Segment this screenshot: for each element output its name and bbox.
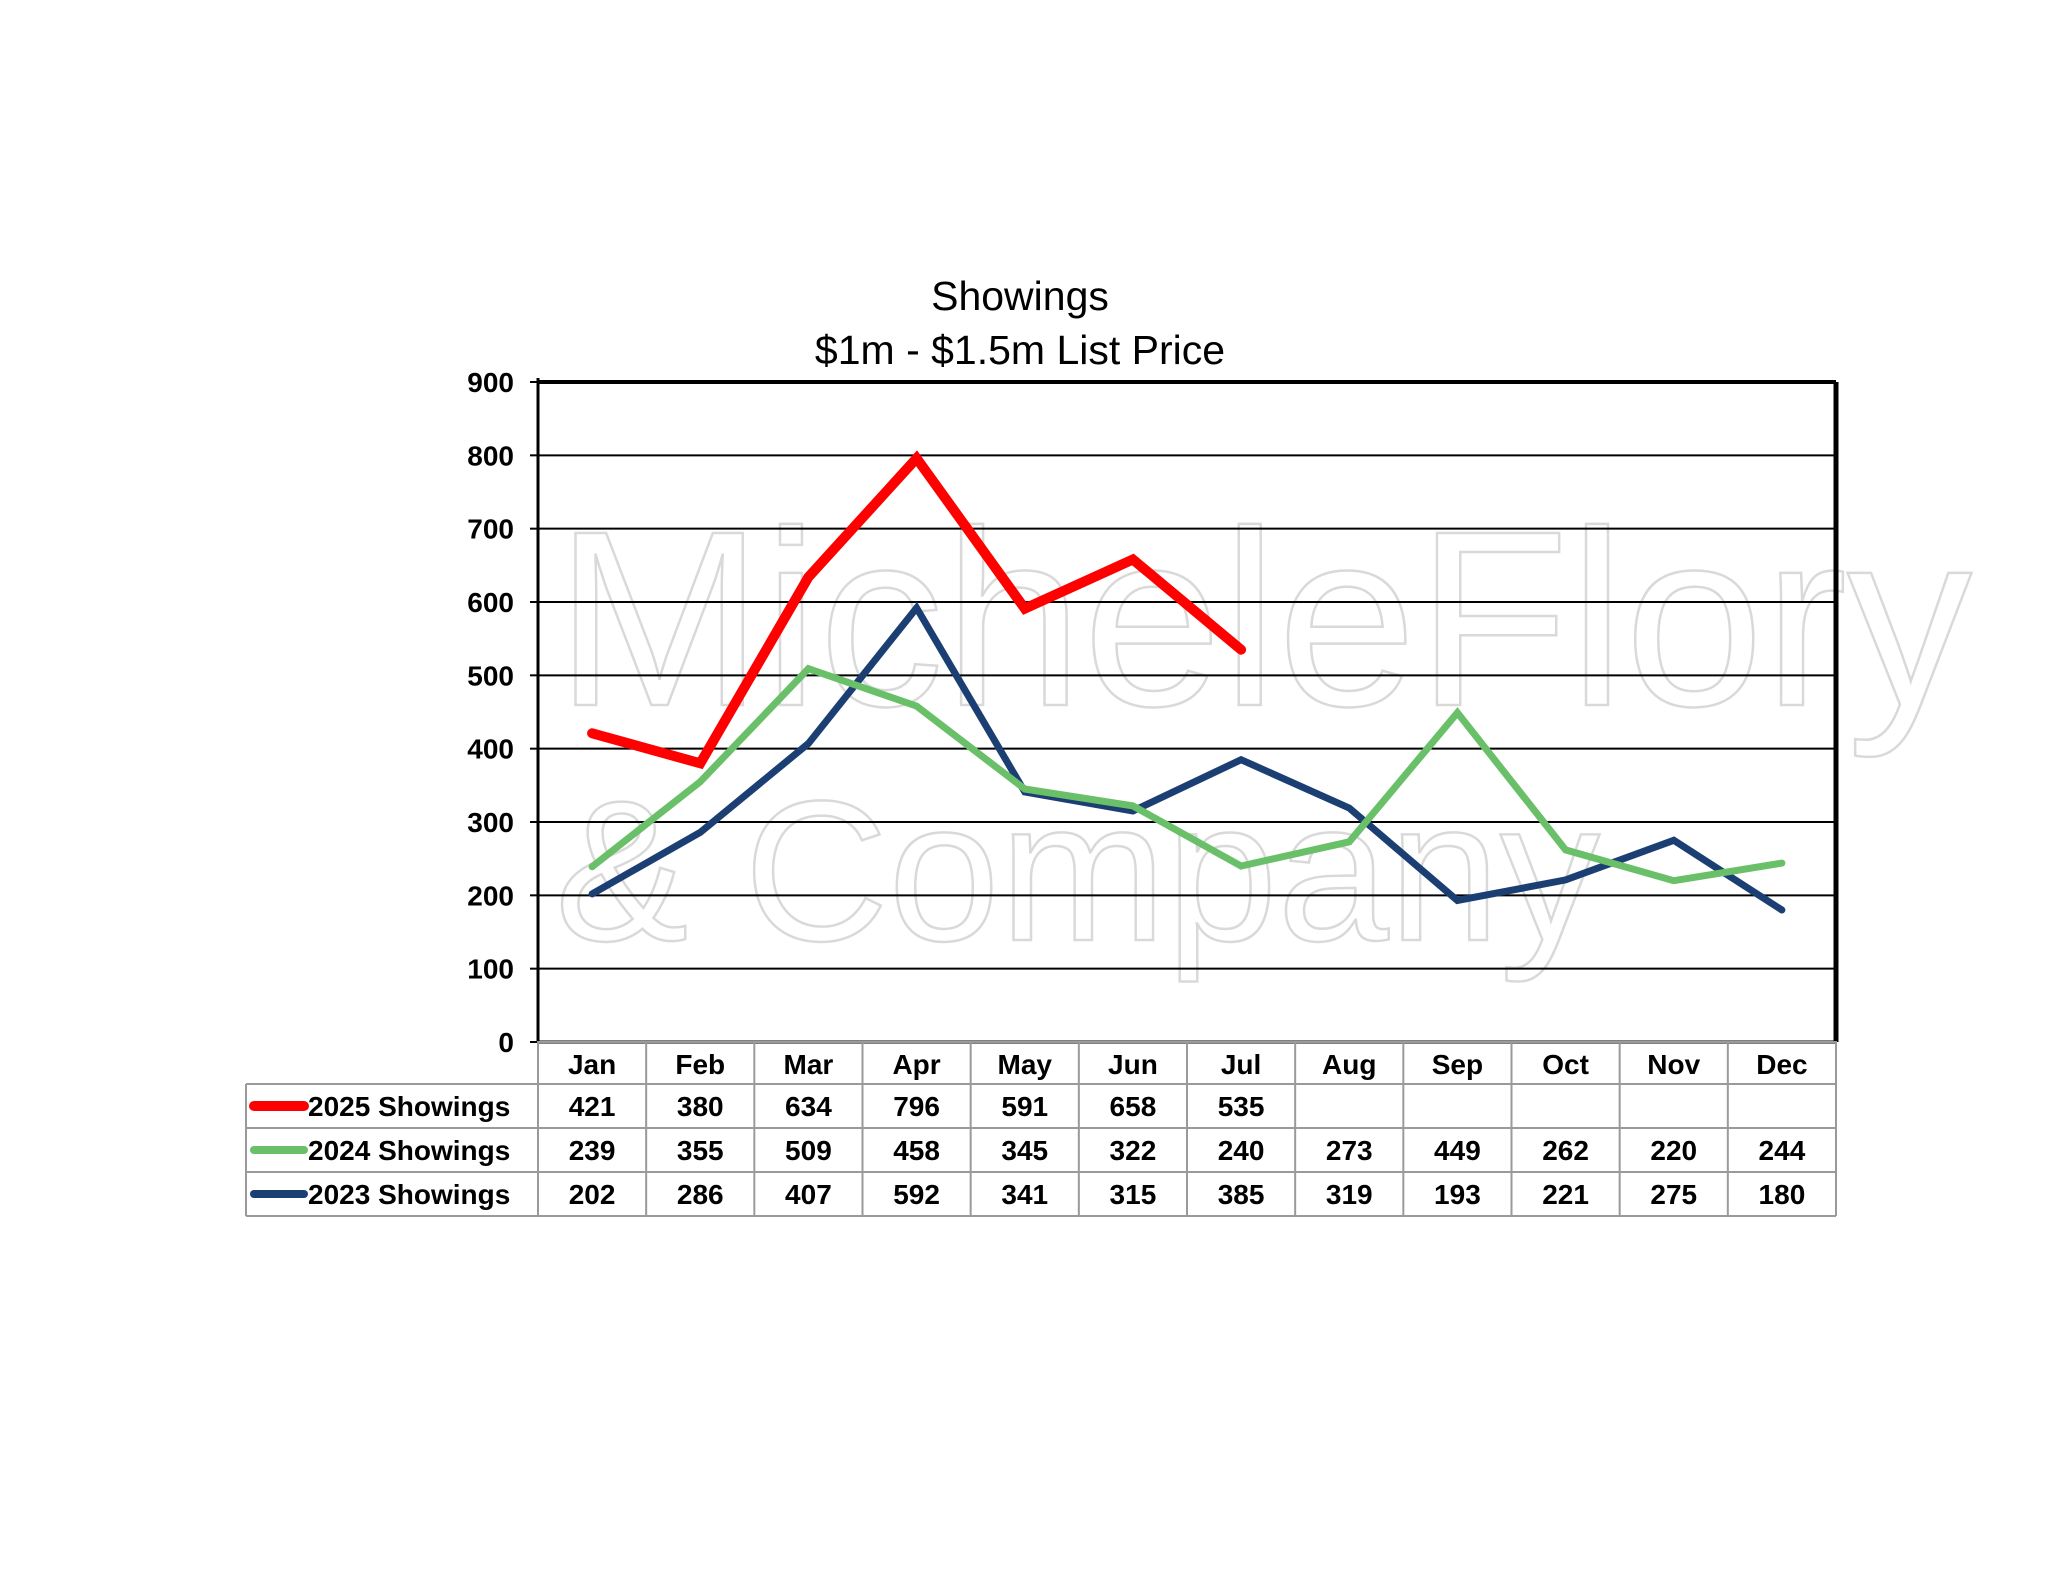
x-tick-label: Apr: [892, 1049, 940, 1080]
legend-label: 2025 Showings: [308, 1091, 510, 1122]
data-label: 193: [1434, 1179, 1481, 1210]
data-label: 180: [1759, 1179, 1806, 1210]
series-line-2025: [587, 450, 1247, 770]
y-axis-ticks: 0 100 200 300 400 500 600 700 800 900: [467, 367, 514, 1058]
data-label: 385: [1218, 1179, 1265, 1210]
data-label: 202: [569, 1179, 616, 1210]
data-label: 509: [785, 1135, 832, 1166]
data-label: 244: [1759, 1135, 1806, 1166]
x-tick-label: Aug: [1322, 1049, 1376, 1080]
chart-subtitle: $1m - $1.5m List Price: [815, 327, 1225, 373]
data-label: 315: [1110, 1179, 1157, 1210]
data-label: 240: [1218, 1135, 1265, 1166]
watermark: MicheleFlory & Company: [554, 478, 1974, 985]
chart-title: Showings: [931, 273, 1109, 319]
series-line-2023: [588, 601, 1786, 914]
data-label: 345: [1001, 1135, 1048, 1166]
data-label: 658: [1110, 1091, 1157, 1122]
data-label: 458: [893, 1135, 940, 1166]
legend-label: 2024 Showings: [308, 1135, 510, 1166]
data-label: 286: [677, 1179, 724, 1210]
data-table: Jan Feb Mar Apr May Jun Jul Aug Sep Oct Nov Dec2025…: [245, 1041, 1837, 1217]
data-label: 322: [1110, 1135, 1157, 1166]
x-tick-label: Feb: [675, 1049, 725, 1080]
legend-label: 2023 Showings: [308, 1179, 510, 1210]
y-tick-label: 700: [467, 514, 514, 545]
watermark-line2: & Company: [555, 760, 1600, 983]
data-label: 262: [1542, 1135, 1589, 1166]
data-label: 341: [1001, 1179, 1048, 1210]
x-tick-label: Nov: [1647, 1049, 1700, 1080]
x-tick-label: Jun: [1108, 1049, 1158, 1080]
data-label: 273: [1326, 1135, 1373, 1166]
data-label: 275: [1650, 1179, 1697, 1210]
data-label: 355: [677, 1135, 724, 1166]
data-label: 239: [569, 1135, 616, 1166]
data-label: 592: [893, 1179, 940, 1210]
series-line-2024: [588, 664, 1786, 885]
data-label: 220: [1650, 1135, 1697, 1166]
data-label: 380: [677, 1091, 724, 1122]
data-label: 535: [1218, 1091, 1265, 1122]
y-tick-label: 300: [467, 807, 514, 838]
y-tick-label: 100: [467, 954, 514, 985]
data-label: 319: [1326, 1179, 1373, 1210]
y-tick-label: 200: [467, 880, 514, 911]
x-tick-label: May: [998, 1049, 1053, 1080]
watermark-line1: MicheleFlory: [555, 479, 1972, 758]
data-label: 407: [785, 1179, 832, 1210]
y-tick-label: 400: [467, 734, 514, 765]
x-tick-label: Sep: [1432, 1049, 1483, 1080]
y-tick-label: 500: [467, 660, 514, 691]
data-label: 221: [1542, 1179, 1589, 1210]
data-label: 591: [1001, 1091, 1048, 1122]
x-tick-label: Dec: [1756, 1049, 1807, 1080]
y-tick-label: 600: [467, 587, 514, 618]
y-tick-label: 0: [498, 1027, 514, 1058]
x-tick-label: Oct: [1542, 1049, 1589, 1080]
y-tick-label: 800: [467, 440, 514, 471]
x-tick-label: Jan: [568, 1049, 616, 1080]
series-lines: [587, 450, 1786, 914]
data-label: 796: [893, 1091, 940, 1122]
y-tick-label: 900: [467, 367, 514, 398]
data-label: 449: [1434, 1135, 1481, 1166]
x-tick-label: Mar: [784, 1049, 834, 1080]
data-label: 421: [569, 1091, 616, 1122]
x-tick-label: Jul: [1221, 1049, 1261, 1080]
data-label: 634: [785, 1091, 832, 1122]
